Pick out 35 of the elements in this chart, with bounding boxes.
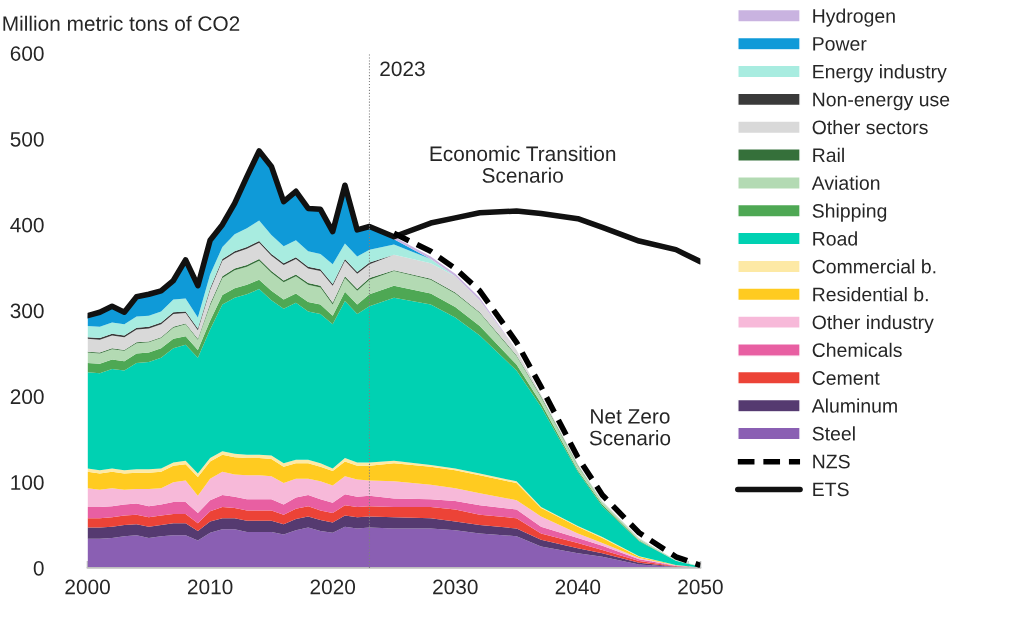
x-tick-label: 2040 (555, 579, 601, 595)
legend-label: Other industry (812, 314, 934, 334)
legend-label: Aluminum (811, 398, 897, 413)
y-tick-label: 600 (10, 46, 44, 61)
legend-label: Hydrogen (813, 8, 895, 27)
legend-label: Road (813, 231, 857, 246)
y-axis-title: Million metric tons of CO2 (3, 15, 240, 32)
y-tick-label: 200 (10, 389, 44, 405)
x-tick-label: 2030 (433, 579, 478, 595)
legend-label: Other sectors (812, 119, 928, 135)
y-tick-label: 100 (11, 475, 44, 490)
x-tick-label: 2050 (678, 579, 723, 595)
y-tick-label: 300 (10, 303, 44, 319)
legend-label: ETS (813, 482, 849, 497)
legend-label: Residential b. (813, 287, 928, 302)
legend-label: Shipping (812, 203, 887, 222)
annotation: Net Zero Scenario (589, 409, 671, 446)
x-tick-label: 2000 (65, 579, 110, 595)
legend-label: Energy industry (813, 64, 947, 83)
legend-label: Aviation (811, 175, 880, 190)
legend-label: Power (813, 37, 867, 51)
y-tick-label: 500 (10, 131, 44, 147)
legend-label: Commercial b. (812, 259, 936, 274)
x-tick-label: 2010 (188, 579, 233, 595)
legend-label: Chemicals (812, 342, 902, 358)
y-tick-label: 400 (10, 217, 44, 233)
y-tick-label: 0 (33, 560, 44, 576)
ref-line-label: 2023 (380, 61, 425, 77)
legend-label: Rail (813, 147, 844, 163)
annotation: Economic Transition Scenario (430, 145, 616, 183)
legend-label: Cement (812, 371, 880, 385)
legend-label: NZS (813, 454, 850, 469)
legend-label: Non-energy use (813, 92, 950, 111)
legend-label: Steel (812, 426, 855, 441)
x-tick-label: 2020 (310, 579, 356, 595)
